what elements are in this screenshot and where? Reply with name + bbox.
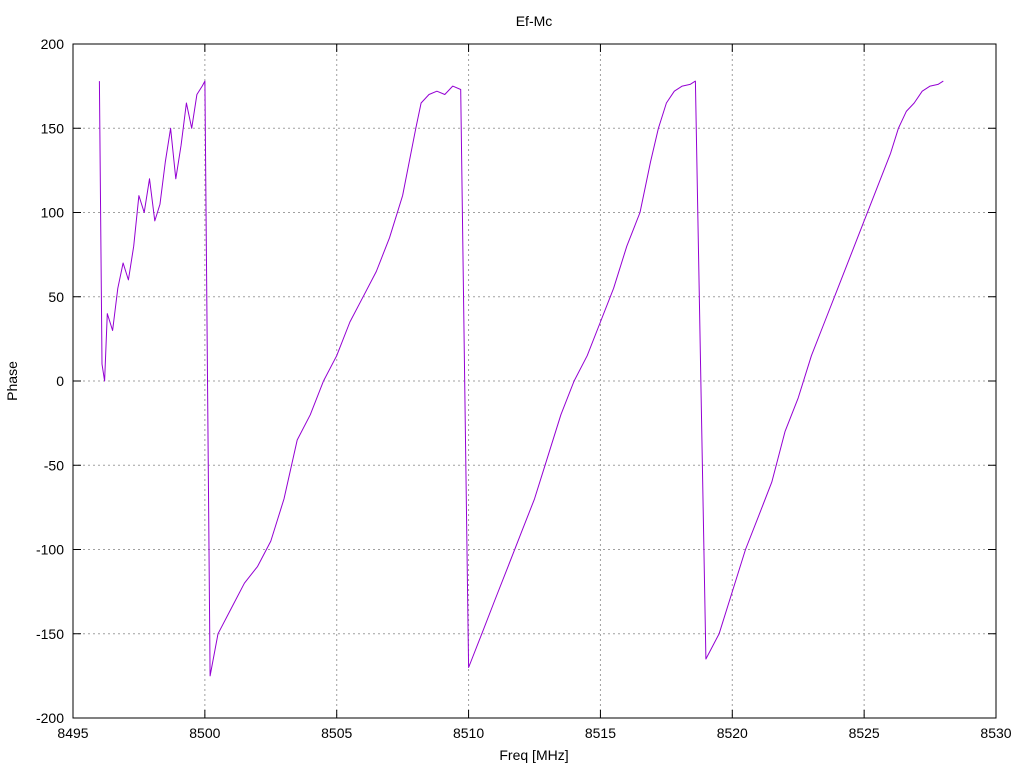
y-tick-labels: -200 -150 -100 -50 0 50 100 150 200 [36,36,64,726]
y-tick-label: -150 [36,626,64,642]
x-tick-label: 8510 [453,725,484,741]
x-tick-label: 8520 [717,725,748,741]
y-tick-label: 50 [48,289,64,305]
x-tick-label: 8530 [980,725,1011,741]
axis-ticks [72,43,997,719]
x-axis-label: Freq [MHz] [499,747,568,763]
grid [73,44,996,718]
x-tick-labels: 8495 8500 8505 8510 8515 8520 8525 8530 [57,725,1011,741]
y-axis-label: Phase [4,361,20,401]
y-tick-label: -200 [36,710,64,726]
y-tick-label: -50 [44,457,64,473]
series-group [98,80,944,677]
chart-title: Ef-Mc [516,13,553,29]
x-tick-label: 8500 [189,725,220,741]
x-tick-label: 8495 [57,725,88,741]
y-tick-label: -100 [36,542,64,558]
y-tick-label: 150 [41,120,65,136]
x-tick-label: 8505 [321,725,352,741]
y-tick-label: 100 [41,205,65,221]
y-tick-label: 200 [41,36,65,52]
x-tick-label: 8515 [585,725,616,741]
y-tick-label: 0 [56,373,64,389]
x-tick-label: 8525 [849,725,880,741]
phase-series-line [98,80,944,677]
